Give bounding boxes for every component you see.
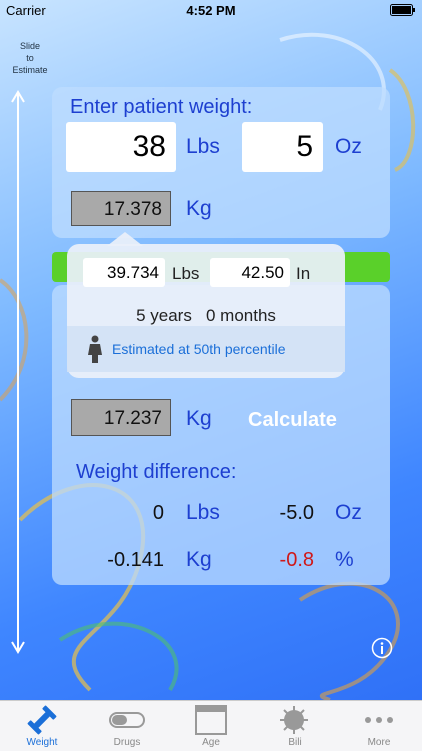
slider-label: Slide to Estimate — [0, 40, 60, 76]
tab-icons — [27, 705, 393, 735]
tab-label[interactable]: Weight — [26, 737, 58, 748]
tab-label[interactable]: Age — [202, 737, 220, 748]
person-icon — [88, 335, 102, 363]
carrier: Carrier — [6, 3, 46, 18]
lbs-input[interactable]: 38 — [66, 122, 176, 172]
calculate-button[interactable]: Calculate — [248, 409, 337, 431]
unit: Lbs — [172, 264, 200, 283]
tab-label[interactable]: Drugs — [113, 737, 141, 748]
estimate-button[interactable] — [67, 326, 345, 372]
panel-title: Enter patient weight: — [70, 96, 253, 118]
kg-output: 17.237 — [71, 399, 171, 436]
slider-label-line: Estimate — [12, 65, 48, 75]
unit: Oz — [335, 135, 362, 158]
unit: In — [296, 264, 311, 283]
height-field[interactable]: 42.50 — [210, 258, 290, 287]
value: -0.8 — [279, 549, 314, 571]
oz-input[interactable]: 5 — [242, 122, 323, 172]
value: -5.0 — [279, 502, 314, 524]
value: -0.141 — [107, 549, 164, 571]
unit: Kg — [186, 548, 212, 571]
value: 0 — [152, 502, 164, 524]
popup-arrow — [107, 232, 143, 246]
age-text: 5 years 0 months — [136, 306, 276, 325]
slider-label-line: to — [26, 53, 34, 63]
unit: Lbs — [186, 135, 220, 158]
slider-label-line: Slide — [19, 41, 40, 51]
tab-label[interactable]: Bili — [288, 737, 302, 748]
estimate-label: Estimated at 50th percentile — [112, 341, 286, 357]
unit: Kg — [186, 197, 212, 220]
unit: Kg — [186, 407, 212, 430]
unit: Lbs — [186, 501, 220, 524]
unit: % — [335, 548, 354, 571]
battery — [390, 4, 415, 16]
tab-label[interactable]: More — [367, 737, 391, 748]
time: 4:52 PM — [186, 3, 236, 18]
lbs-field[interactable]: 39.734 — [83, 258, 165, 287]
unit: Oz — [335, 501, 362, 524]
kg-output: 17.378 — [71, 191, 171, 226]
section-title: Weight difference: — [76, 461, 237, 483]
info-button[interactable] — [371, 637, 393, 659]
slider-arrow[interactable] — [8, 90, 28, 655]
